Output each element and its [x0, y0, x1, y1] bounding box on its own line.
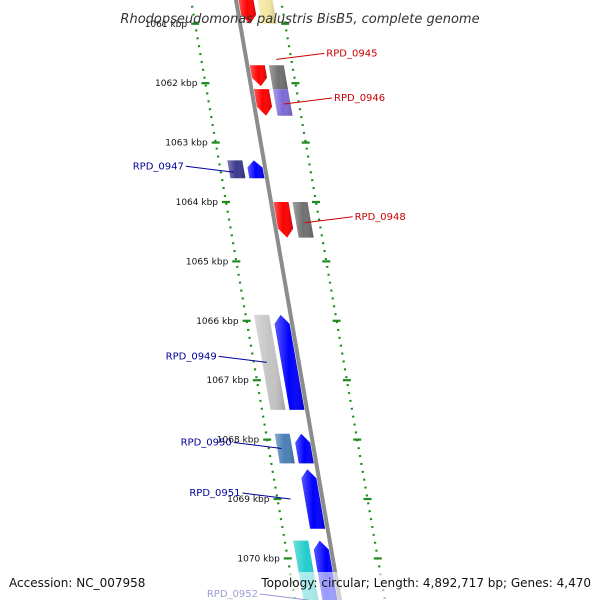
topology-text: Topology: circular; Length: 4,892,717 bp…	[260, 576, 591, 590]
gene-label[interactable]: RPD_0945	[326, 48, 377, 59]
genome-backbone	[233, 0, 343, 600]
gene-label[interactable]: RPD_0951	[189, 488, 240, 499]
gene-label[interactable]: RPD_0949	[166, 351, 217, 362]
gene-label[interactable]: RPD_0950	[181, 438, 232, 449]
gene-feature-shading	[257, 0, 277, 24]
ruler-tick-label: 1068 kbp	[217, 436, 260, 446]
ruler-tick-label: 1070 kbp	[237, 554, 280, 564]
gene-label[interactable]: RPD_0946	[334, 93, 385, 104]
gene-label[interactable]: RPD_0947	[133, 161, 184, 172]
ruler-tick-label: 1063 kbp	[165, 139, 208, 149]
ruler-tick-label: 1061 kbp	[145, 20, 188, 30]
ruler-tick-label: 1067 kbp	[206, 376, 249, 386]
gene-feature-shading	[292, 202, 314, 238]
gene-feature-shading	[272, 89, 293, 116]
gene-feature-shading	[227, 160, 246, 179]
gene-feature-shading	[238, 0, 257, 24]
gene-label[interactable]: RPD_0948	[355, 212, 406, 223]
gene-label-leader	[283, 97, 333, 105]
footer-background	[0, 572, 600, 600]
gene-feature-shading	[249, 65, 267, 87]
ruler-tick-label: 1062 kbp	[155, 79, 198, 89]
ruler: 1061 kbp 1062 kbp 1063 kbp 1064 kbp 1065 kbp…	[145, 0, 387, 600]
gene-feature-shading	[295, 433, 314, 464]
gene-feature-shading	[268, 65, 288, 90]
ruler-tick-label: 1066 kbp	[196, 317, 239, 327]
gene-label-leader	[218, 355, 267, 363]
gene-label-leader	[304, 216, 353, 224]
gene-label-leader	[276, 52, 325, 60]
gene-feature-shading	[247, 160, 265, 179]
ruler-outer-dotted	[279, 0, 387, 600]
gene-feature-shading	[274, 314, 305, 410]
gene-label-leader	[233, 442, 282, 450]
ruler-tick-label: 1064 kbp	[176, 198, 219, 208]
gene-feature-shading	[254, 314, 286, 410]
gene-feature-shading	[273, 202, 294, 238]
accession-text: Accession: NC_007958	[9, 576, 145, 590]
ruler-inner-dotted	[189, 0, 297, 600]
gene-label-leader	[185, 165, 234, 173]
gene-label-leader	[242, 492, 291, 500]
map-title: Rhodopseudomonas palustris BisB5, comple…	[120, 12, 479, 27]
gene-feature-shading	[274, 433, 295, 464]
gene-features	[227, 0, 338, 600]
ruler-tick-label: 1069 kbp	[227, 495, 270, 505]
ruler-tick-label: 1065 kbp	[186, 257, 229, 267]
gene-feature-shading	[253, 89, 272, 116]
gene-feature-shading	[301, 469, 326, 529]
